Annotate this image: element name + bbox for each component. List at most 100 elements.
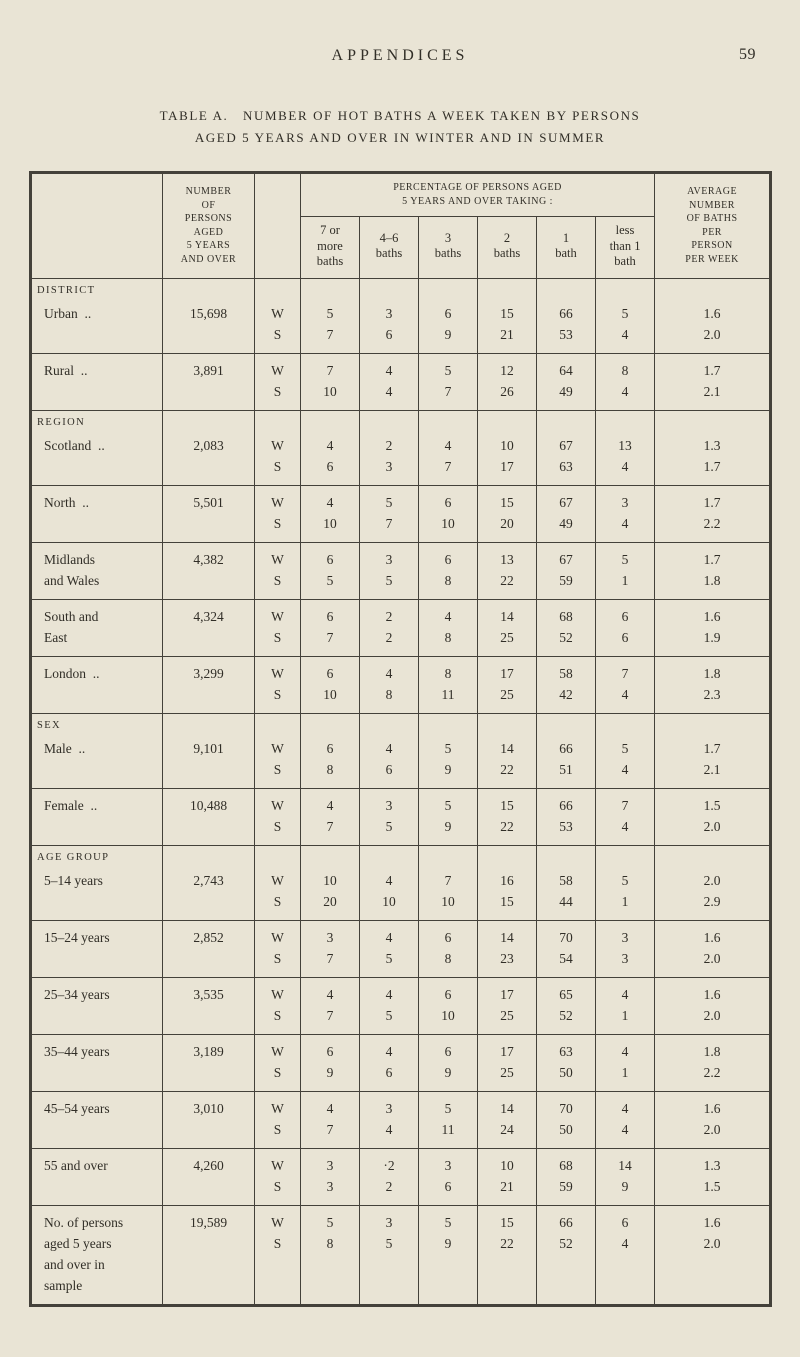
persons-header-line: AGED xyxy=(193,226,224,238)
summer-value: 6 xyxy=(621,629,629,645)
summer-value: 4 xyxy=(621,761,629,777)
row-label: Urban .. xyxy=(44,305,92,321)
value-cell: 58 42 xyxy=(536,655,596,713)
winter-value: 4 xyxy=(385,740,393,756)
row-label: Rural .. xyxy=(44,362,88,378)
row-label: sample xyxy=(44,1277,83,1293)
summer-value: 50 xyxy=(559,1064,573,1080)
bath-header-line: more xyxy=(317,238,343,253)
winter-value: 5 xyxy=(444,362,452,378)
value-cell: ·2 2 xyxy=(359,1147,419,1205)
winter-value: 3 xyxy=(385,305,393,321)
value-cell: 4 10 xyxy=(300,484,360,542)
page-number: 59 xyxy=(739,46,756,63)
row-label-cell: Urban .. xyxy=(30,296,163,353)
section-heading-cell: AGE GROUP xyxy=(30,844,163,864)
average-value-cell: 1.3 1.7 xyxy=(654,428,772,485)
summer-value: 25 xyxy=(500,1064,514,1080)
value-cell: 13 22 xyxy=(477,541,537,599)
summer-value: 4 xyxy=(385,1121,393,1137)
winter-value: 6 xyxy=(621,608,629,624)
persons-count: 3,010 xyxy=(193,1100,224,1116)
empty-cell xyxy=(300,844,360,864)
empty-cell xyxy=(536,278,596,297)
season-indicator: S xyxy=(273,572,282,588)
value-cell: 68 52 xyxy=(536,598,596,656)
winter-value: 1.5 xyxy=(703,797,721,813)
value-cell: 13 4 xyxy=(594,428,656,485)
value-cell: 17 25 xyxy=(477,655,537,713)
winter-value: 1.7 xyxy=(703,551,721,567)
summer-value: 49 xyxy=(559,383,573,399)
winter-value: 7 xyxy=(326,362,334,378)
row-label-cell: 25–34 years xyxy=(30,976,163,1034)
average-header-line: AVERAGE xyxy=(687,186,738,198)
winter-value: 14 xyxy=(500,929,514,945)
winter-value: 1.7 xyxy=(703,740,721,756)
empty-cell xyxy=(254,712,301,732)
summer-value: 2.0 xyxy=(703,1007,721,1023)
row-label-cell: Female .. xyxy=(30,787,163,845)
table-row: 5–14 years 2,743 W S 10 20 4 10 7 10 16 15 58 44 5 1 2.0… xyxy=(30,863,772,920)
winter-value: 12 xyxy=(500,362,514,378)
season-indicator: W xyxy=(271,551,284,567)
season-indicator: S xyxy=(273,326,282,342)
winter-value: 5 xyxy=(385,494,393,510)
summer-value: 53 xyxy=(559,326,573,342)
row-label-cell: South and East xyxy=(30,598,163,656)
section-heading-cell: DISTRICT xyxy=(30,278,163,297)
value-cell: 10 21 xyxy=(477,1147,537,1205)
persons-count: 2,083 xyxy=(193,437,224,453)
winter-value: 8 xyxy=(621,362,629,378)
winter-value: 4 xyxy=(385,665,393,681)
summer-value: 9 xyxy=(444,1235,452,1251)
summer-value: 1.5 xyxy=(703,1178,721,1194)
summer-value: 6 xyxy=(385,1064,393,1080)
winter-value: 4 xyxy=(326,797,334,813)
persons-count-cell: 3,891 xyxy=(162,352,255,410)
winter-value: 10 xyxy=(500,1157,514,1173)
value-cell: 6 10 xyxy=(418,484,478,542)
season-indicator: W xyxy=(271,1157,284,1173)
summer-value: 24 xyxy=(500,1121,514,1137)
summer-value: 20 xyxy=(500,515,514,531)
row-label-cell: 45–54 years xyxy=(30,1090,163,1148)
row-label-cell: Scotland .. xyxy=(30,428,163,485)
running-head: APPENDICES xyxy=(331,47,469,64)
running-head-row: APPENDICES 59 xyxy=(0,46,800,69)
summer-value: 5 xyxy=(326,572,334,588)
row-label: Female .. xyxy=(44,797,98,813)
winter-value: 5 xyxy=(621,305,629,321)
winter-value: 1.7 xyxy=(703,494,721,510)
summer-value: 1 xyxy=(621,893,629,909)
winter-value: 6 xyxy=(444,929,452,945)
summer-value: 4 xyxy=(621,458,629,474)
winter-value: 3 xyxy=(621,929,629,945)
empty-cell xyxy=(477,409,537,429)
winter-value: 15 xyxy=(500,797,514,813)
persons-count-cell: 5,501 xyxy=(162,484,255,542)
persons-count: 5,501 xyxy=(193,494,224,510)
row-label: South and xyxy=(44,608,99,624)
summer-value: 8 xyxy=(326,1235,334,1251)
winter-value: 4 xyxy=(385,986,393,1002)
winter-value: 4 xyxy=(385,929,393,945)
season-indicator: S xyxy=(273,1235,282,1251)
summer-value: 3 xyxy=(326,1178,334,1194)
season-column-header xyxy=(254,172,301,279)
winter-value: 4 xyxy=(444,437,452,453)
season-indicator: W xyxy=(271,665,284,681)
bath-column-header-1: 4–6 baths xyxy=(359,216,419,279)
